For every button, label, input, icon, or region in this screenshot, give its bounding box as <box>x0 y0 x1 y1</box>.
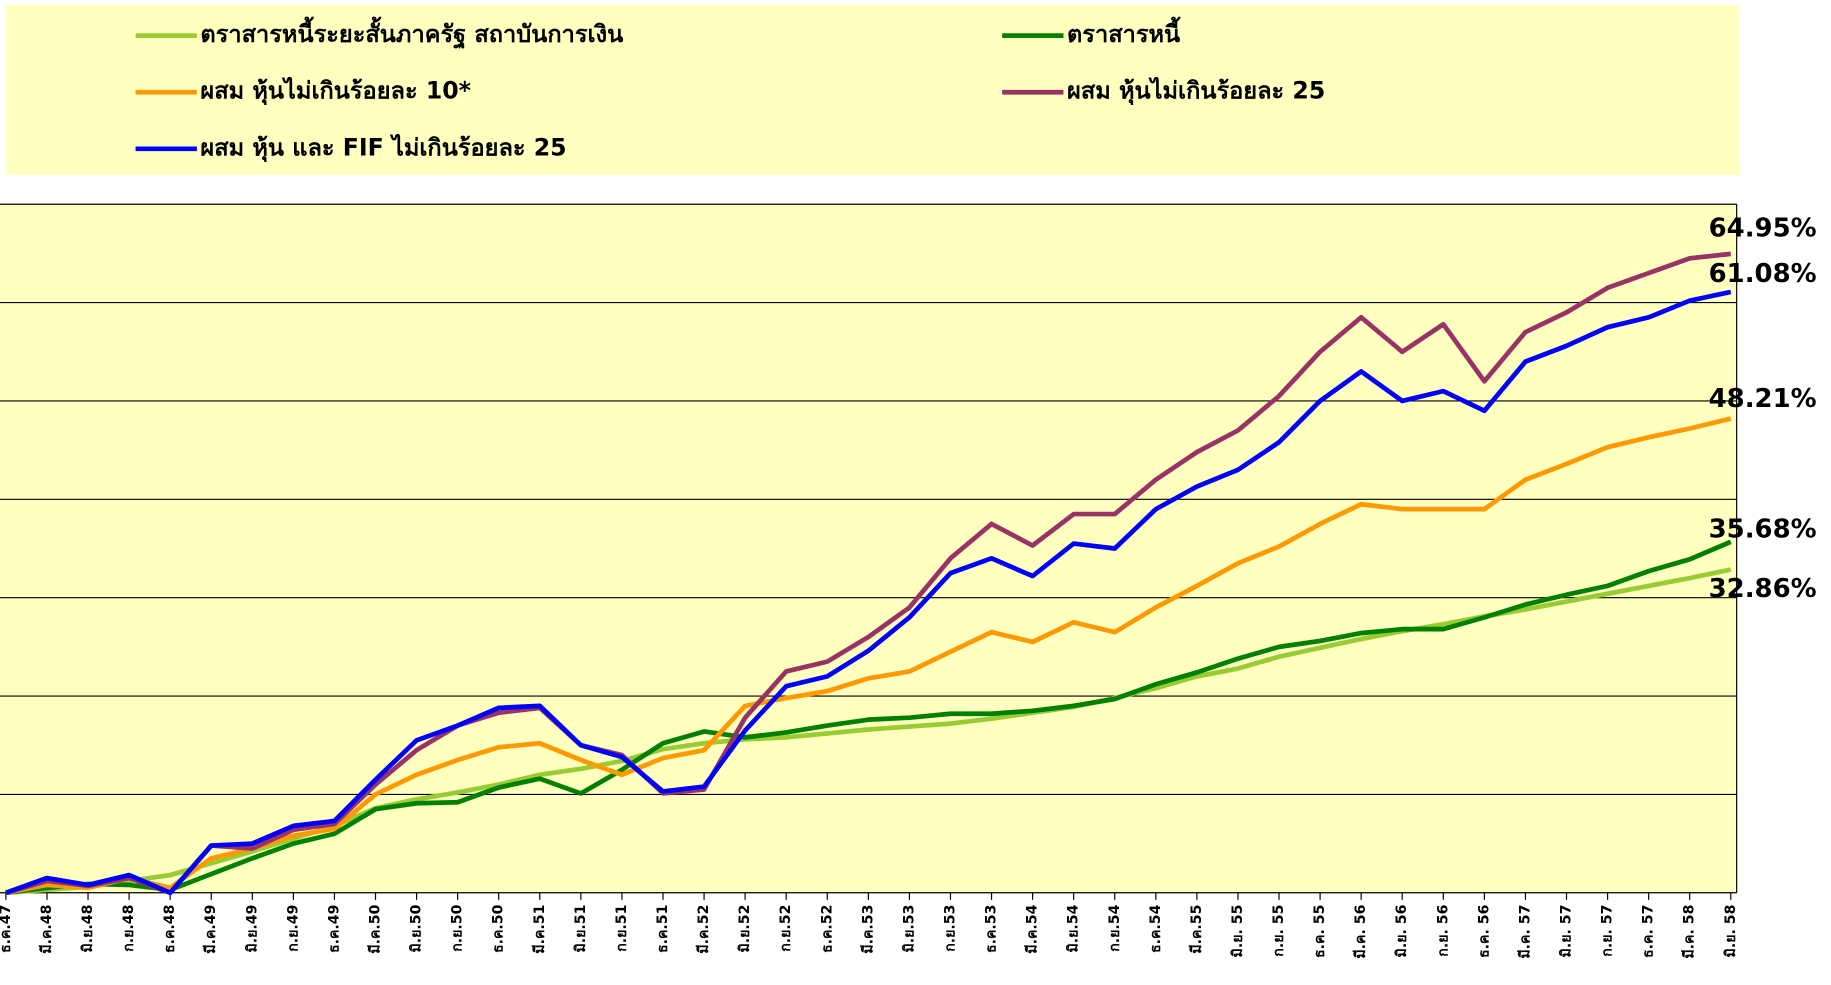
series-line <box>5 251 1732 896</box>
x-tick-label: มี.ค.49 <box>203 905 219 954</box>
x-tick-label: มิ.ย.49 <box>244 905 260 953</box>
x-tick-label: มี.ค.54 <box>1025 904 1041 953</box>
x-tick-label: ธ.ค.49 <box>326 905 342 953</box>
series-line <box>5 289 1732 896</box>
end-value-label: 61.08% <box>1709 259 1817 289</box>
x-tick-label: ก.ย. 57 <box>1600 905 1616 957</box>
x-tick-label: ธ.ค.47 <box>0 905 14 953</box>
series-line <box>5 539 1732 896</box>
x-tick-label: ธ.ค.53 <box>984 905 1000 953</box>
x-tick-label: ธ.ค.54 <box>1148 904 1164 953</box>
x-tick-label: มี.ค. 57 <box>1517 905 1533 959</box>
x-tick-label: มี.ค.51 <box>532 905 548 954</box>
end-value-label: 64.95% <box>1709 214 1817 244</box>
x-tick-label: ก.ย.52 <box>778 905 794 952</box>
end-value-label: 35.68% <box>1709 515 1817 545</box>
x-tick-label: มี.ค.48 <box>39 905 55 954</box>
legend-label: ผสม หุ้นไม่เกินร้อยละ 10* <box>200 77 471 106</box>
x-tick-label: ธ.ค.51 <box>655 905 671 953</box>
x-tick-label: มี.ค.55 <box>1189 905 1205 954</box>
x-tick-label: ก.ย. 56 <box>1435 904 1451 956</box>
x-tick-label: มิ.ย.50 <box>409 904 425 952</box>
x-tick-label: มิ.ย. 55 <box>1230 905 1246 958</box>
end-value-label: 48.21% <box>1709 384 1817 414</box>
x-tick-label: ก.ย.50 <box>450 904 466 951</box>
x-tick-label: มิ.ย.53 <box>901 905 917 953</box>
x-tick-label: ธ.ค.50 <box>491 904 507 953</box>
x-tick-label: ก.ย.54 <box>1107 904 1123 951</box>
x-tick-label: ก.ย. 55 <box>1271 905 1287 957</box>
x-tick-label: มิ.ย. 56 <box>1394 904 1410 957</box>
legend-label: ผสม หุ้นไม่เกินร้อยละ 25 <box>1067 77 1325 106</box>
x-tick-label: มี.ค. 58 <box>1682 905 1698 959</box>
x-tick-label: มี.ค.50 <box>368 904 384 953</box>
x-tick-label: มี.ค.53 <box>860 905 876 954</box>
x-tick-label: มิ.ย.54 <box>1066 904 1082 952</box>
series-line <box>5 567 1732 896</box>
plot-area <box>0 204 1737 893</box>
x-tick-label: ธ.ค. 55 <box>1312 905 1328 958</box>
x-tick-label: ธ.ค. 56 <box>1476 904 1492 958</box>
series-line <box>5 416 1732 896</box>
legend-box <box>5 4 1740 175</box>
x-tick-label: มิ.ย.52 <box>737 905 753 953</box>
legend-label: ตราสารหนี้ <box>1067 16 1181 48</box>
x-tick-label: มิ.ย.51 <box>573 905 589 953</box>
x-tick-label: มิ.ย. 58 <box>1723 905 1739 958</box>
x-tick-label: ธ.ค.52 <box>819 905 835 953</box>
x-tick-label: มิ.ย. 57 <box>1559 905 1575 958</box>
x-tick-label: ก.ย.48 <box>121 905 137 952</box>
x-tick-label: ธ.ค.48 <box>162 905 178 953</box>
x-tick-label: มิ.ย.48 <box>80 905 96 953</box>
x-tick-label: มี.ค.52 <box>696 905 712 954</box>
x-tick-label: มี.ค. 56 <box>1353 904 1369 958</box>
legend-label: ผสม หุ้น และ FIF ไม่เกินร้อยละ 25 <box>200 133 566 162</box>
end-value-label: 32.86% <box>1709 574 1817 604</box>
x-tick-label: ธ.ค. 57 <box>1641 905 1657 958</box>
legend-label: ตราสารหนี้ระยะสั้นภาครัฐ สถาบันการเงิน <box>200 16 623 50</box>
x-tick-label: ก.ย.51 <box>614 905 630 952</box>
x-tick-label: ก.ย.49 <box>285 905 301 952</box>
x-tick-label: ก.ย.53 <box>942 905 958 952</box>
